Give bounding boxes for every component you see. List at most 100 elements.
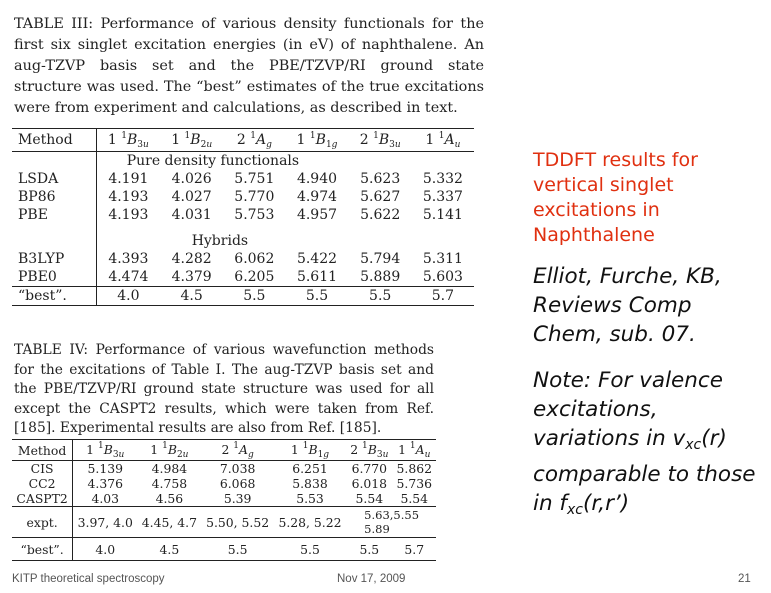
- table-row: expt. 3.97, 4.0 4.45, 4.7 5.50, 5.52 5.2…: [12, 506, 436, 538]
- row-method: CASPT2: [12, 491, 74, 507]
- cell: 4.193: [108, 207, 149, 223]
- cell: 6.018: [351, 476, 388, 491]
- cell: 5.28, 5.22: [273, 506, 347, 538]
- cell: 5.5: [273, 537, 347, 561]
- cell: 4.027: [171, 189, 212, 205]
- cell: 4.45, 4.7: [137, 506, 202, 538]
- cell: 5.751: [234, 171, 275, 187]
- row-method: “best”.: [12, 286, 97, 306]
- cell: 5.7: [392, 537, 436, 561]
- cell-dual: 5.63,5.55 5.89: [346, 506, 436, 538]
- cell: 4.5: [160, 286, 224, 306]
- table3-header-row: Method 1 1B3u 1 1B2u 2 1Ag 1 1B1g 2 1B3u…: [12, 128, 474, 152]
- cell: 4.379: [171, 269, 212, 285]
- cell: 6.251: [292, 461, 328, 476]
- cell: 5.50, 5.52: [201, 506, 274, 538]
- cell: 5.5: [348, 286, 412, 306]
- cell: 4.758: [151, 476, 188, 491]
- row-method: B3LYP: [12, 250, 97, 268]
- table3-col-header: 1 1B1g: [285, 128, 349, 152]
- cell: 4.376: [87, 476, 123, 491]
- table4-col-header: 2 1Ag: [201, 439, 274, 461]
- cell: 4.5: [137, 537, 202, 561]
- cell: 4.56: [155, 491, 184, 506]
- table-row: CIS 5.139 4.984 7.038 6.251 6.770 5.862: [12, 460, 436, 476]
- cell: 5.39: [223, 491, 252, 506]
- note-part: Note: For valence excitations, variation…: [533, 368, 723, 451]
- table-row: B3LYP 4.393 4.282 6.062 5.422 5.794 5.31…: [12, 250, 474, 268]
- table4-header-row: Method 1 1B3u 1 1B2u 2 1Ag 1 1B1g 2 1B3u…: [12, 439, 436, 461]
- cell: 5.627: [360, 189, 401, 205]
- cell: 4.957: [296, 207, 338, 223]
- row-method: BP86: [12, 188, 97, 206]
- cell: 6.770: [351, 461, 388, 476]
- cell: 5.736: [396, 476, 432, 491]
- note-sub: xc: [685, 437, 702, 453]
- cell: 5.422: [296, 251, 338, 267]
- cell: 5.611: [296, 269, 338, 285]
- cell: 6.205: [234, 269, 275, 285]
- cell: 4.03: [91, 491, 120, 506]
- cell: 6.062: [234, 251, 275, 267]
- cell: 4.0: [72, 537, 138, 561]
- table-row: “best”. 4.0 4.5 5.5 5.5 5.5 5.7: [12, 286, 474, 306]
- cell: 4.191: [108, 171, 149, 187]
- table3-col-header: 2 1Ag: [223, 128, 286, 152]
- cell: 5.7: [411, 286, 474, 306]
- footer-left: KITP theoretical spectroscopy: [12, 573, 165, 585]
- cell: 5.622: [360, 207, 401, 223]
- table4-col-header: 2 1B3u: [346, 439, 393, 461]
- cell: 5.5: [223, 286, 286, 306]
- cell-line: 5.63,5.55: [364, 508, 420, 522]
- tddft-heading: TDDFT results for vertical singlet excit…: [533, 149, 698, 246]
- table-row: CC2 4.376 4.758 6.068 5.838 6.018 5.736: [12, 476, 436, 491]
- table4-col-header: 1 1B1g: [273, 439, 347, 461]
- table3-col-header: 1 1Au: [411, 128, 474, 152]
- table4-col-header: 1 1B2u: [137, 439, 202, 461]
- cell: 5.337: [422, 189, 463, 205]
- cell: 5.889: [360, 269, 401, 285]
- row-method: PBE: [12, 206, 97, 224]
- note-text: Note: For valence excitations, variation…: [533, 366, 758, 525]
- cell: 4.940: [296, 171, 338, 187]
- cell: 5.603: [422, 269, 463, 285]
- cell: 5.53: [296, 491, 324, 506]
- cell: 4.193: [108, 189, 149, 205]
- table4-col-header: 1 1B3u: [72, 439, 138, 461]
- table4: Method 1 1B3u 1 1B2u 2 1Ag 1 1B1g 2 1B3u…: [12, 439, 436, 561]
- cell: 4.393: [108, 251, 149, 267]
- cell: 4.282: [171, 251, 212, 267]
- row-method: CIS: [12, 460, 74, 476]
- cell: 4.474: [108, 269, 149, 285]
- cell: 5.5: [201, 537, 274, 561]
- row-method: LSDA: [12, 170, 97, 188]
- cell: 5.838: [292, 476, 328, 491]
- cell: 4.0: [96, 286, 161, 306]
- table3: Method 1 1B3u 1 1B2u 2 1Ag 1 1B1g 2 1B3u…: [12, 128, 474, 306]
- footer-date: Nov 17, 2009: [337, 573, 406, 585]
- table4-caption: TABLE IV: Performance of various wavefun…: [14, 342, 434, 436]
- table-row: PBE0 4.474 4.379 6.205 5.611 5.889 5.603: [12, 268, 474, 287]
- table3-method-header: Method: [12, 128, 97, 152]
- cell-line: 5.89: [364, 522, 390, 536]
- cell: 7.038: [219, 461, 256, 476]
- cell: 5.141: [422, 207, 463, 223]
- row-method: expt.: [12, 506, 74, 538]
- table3-col-header: 1 1B2u: [160, 128, 224, 152]
- cell: 4.974: [296, 189, 338, 205]
- note-part: (r) comparable to those in f: [533, 426, 756, 516]
- row-method: PBE0: [12, 268, 97, 287]
- cell: 5.311: [422, 251, 463, 267]
- table3-section-hybrids: Hybrids: [191, 233, 249, 249]
- table-row: PBE 4.193 4.031 5.753 4.957 5.622 5.141: [12, 206, 474, 224]
- citation: Elliot, Furche, KB, Reviews Comp Chem, s…: [533, 264, 722, 347]
- table4-col-header: 1 1Au: [392, 439, 436, 461]
- cell: 5.54: [400, 491, 429, 506]
- cell: 6.068: [219, 476, 256, 491]
- cell: 5.139: [87, 461, 123, 476]
- cell: 4.026: [171, 171, 212, 187]
- cell: 5.332: [422, 171, 463, 187]
- cell: 5.623: [360, 171, 401, 187]
- table-row: “best”. 4.0 4.5 5.5 5.5 5.5 5.7: [12, 537, 436, 561]
- table3-caption: TABLE III: Performance of various densit…: [14, 16, 484, 116]
